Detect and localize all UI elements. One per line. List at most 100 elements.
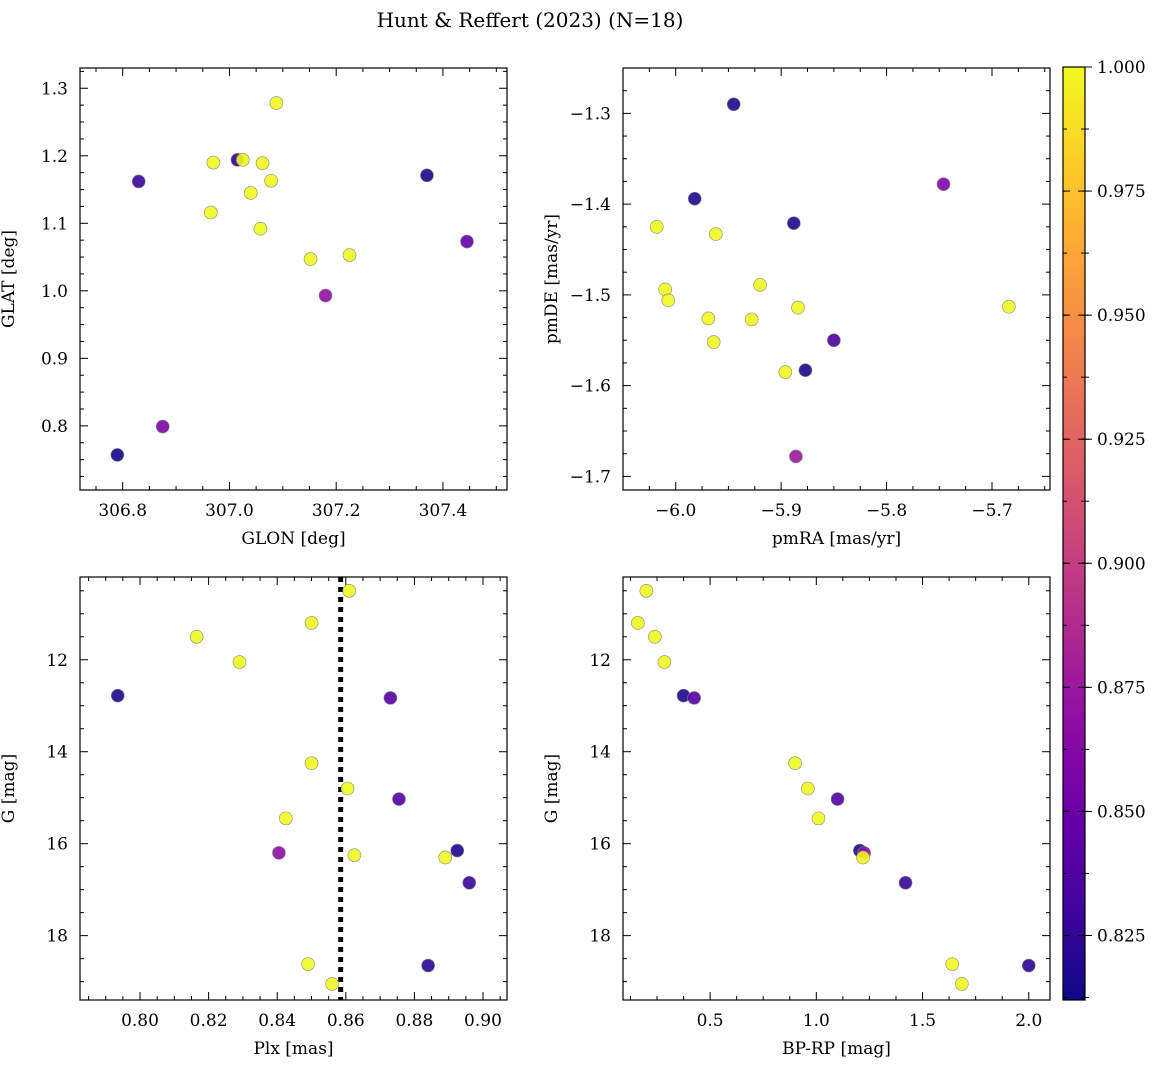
data-point [701,311,716,326]
data-point [392,792,406,806]
data-point [272,846,286,860]
data-point [945,957,960,971]
data-point [753,278,767,292]
data-point [811,811,826,826]
data-point [347,848,362,862]
panel-parallax-magnitude: 0.80 0.82 0.84 0.86 0.88 0.90 12 14 16 18 Plx [mas… [0,576,508,1059]
plot-frame [622,576,1051,1001]
x-tick-label: 1.5 [909,1011,936,1031]
data-point [936,177,951,191]
y-tick-label: −1.6 [570,377,611,397]
data-point [1002,299,1016,314]
x-tick-label: 0.80 [121,1011,159,1031]
data-point [830,792,845,806]
x-tick-label: 0.82 [190,1011,228,1031]
data-point [383,691,398,705]
data-point [955,977,969,991]
colorbar-gradient [1063,67,1085,1000]
data-point [235,153,250,167]
data-point [232,655,247,669]
data-point [340,781,355,796]
plot-frame [79,576,508,1001]
y-tick-label: 14 [589,743,611,763]
data-point [631,616,645,630]
data-point [649,220,664,234]
data-point [778,365,793,379]
data-point [303,252,318,266]
y-tick-label: 14 [46,743,68,763]
x-tick-label: 306.8 [98,501,147,521]
x-axis-label: Plx [mas] [253,1039,333,1059]
data-point [786,216,801,230]
x-axis-label: BP-RP [mag] [782,1039,891,1059]
data-point [801,781,815,796]
y-tick-label: 18 [589,927,611,947]
data-point [110,448,125,462]
data-point [189,629,204,644]
data-point [325,977,339,991]
data-point [798,363,813,378]
y-tick-label: 1.0 [41,282,68,302]
data-point [203,205,218,220]
y-tick-label: −1.4 [570,195,611,215]
data-point [318,288,333,303]
data-point [791,300,805,315]
data-point [264,173,278,188]
data-point [788,756,802,771]
data-point [421,958,435,973]
data-point [301,957,315,971]
data-point [450,843,465,858]
data-point [789,449,803,464]
y-tick-label: 16 [589,835,611,855]
data-point [131,174,146,189]
data-point [462,875,477,890]
data-point [253,221,268,236]
data-point [744,312,759,327]
colorbar-tick-label: 0.875 [1097,678,1146,698]
colorbar-tick-label: 0.900 [1097,554,1146,574]
x-tick-label: 307.0 [205,501,254,521]
data-point [687,691,701,705]
data-point [269,96,284,110]
x-tick-label: 307.2 [312,501,361,521]
colorbar-tick-label: 0.975 [1097,182,1146,202]
panel-colour-magnitude: 0.5 1.0 1.5 2.0 12 14 16 18 BP-RP [mag] G [mag] [542,576,1051,1059]
colorbar-tick-label: 0.825 [1097,926,1146,946]
data-point [110,688,125,703]
colorbar-tick-label: 0.925 [1097,430,1146,450]
data-point [708,227,723,241]
colorbar-tick-label: 0.850 [1097,802,1146,822]
data-point [726,97,741,112]
data-point [687,191,702,206]
y-tick-label: 1.2 [41,147,68,167]
x-tick-label: 0.5 [697,1011,724,1031]
x-tick-label: 1.0 [803,1011,830,1031]
y-tick-label: 16 [46,835,68,855]
x-tick-label: −6.0 [655,501,696,521]
y-axis-label: G [mag] [0,754,19,823]
colorbar-tick-label: 1.000 [1097,58,1146,78]
y-tick-label: 1.3 [41,79,68,99]
y-axis-label: pmDE [mas/yr] [542,214,562,344]
x-tick-label: −5.8 [866,501,907,521]
y-tick-label: 12 [46,651,68,671]
y-tick-label: 18 [46,927,68,947]
data-point [304,616,319,630]
colorbar-tick-label: 0.950 [1097,306,1146,326]
x-tick-label: 0.90 [464,1011,502,1031]
x-tick-label: 0.86 [327,1011,365,1031]
figure-title: Hunt & Reffert (2023) (N=18) [377,8,684,32]
data-point [898,875,913,890]
data-point [278,811,293,826]
data-point [706,335,721,349]
x-tick-label: 0.88 [395,1011,433,1031]
y-tick-label: −1.7 [570,467,611,487]
data-point [342,583,357,598]
data-point [255,156,270,171]
data-point [827,333,841,348]
panel-sky: 306.8 307.0 307.2 307.4 0.8 0.9 1.0 1.1 1.2 1.3 GL… [0,67,508,549]
y-tick-label: −1.5 [570,286,611,306]
y-tick-label: −1.3 [570,104,611,124]
colorbar: 0.825 0.850 0.875 0.900 0.925 0.950 0.975 1.000 [1062,58,1146,1001]
data-point [155,419,170,434]
